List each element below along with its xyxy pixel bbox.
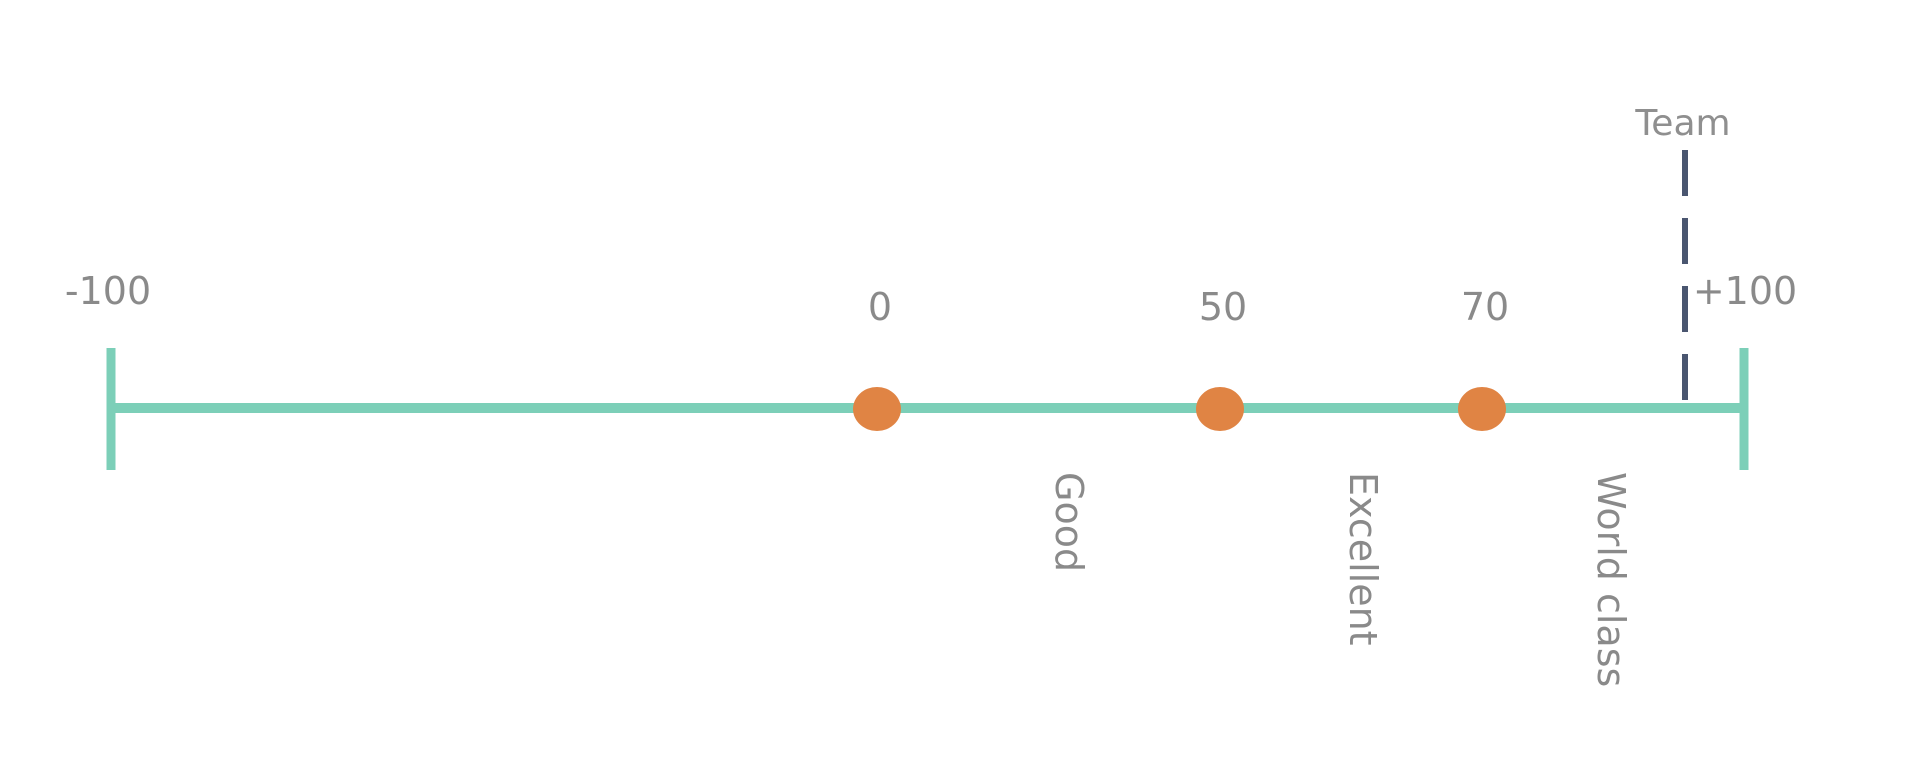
band-label-excellent: Excellent [1341, 472, 1385, 646]
band-label-world-class: World class [1589, 472, 1633, 687]
marker-label-50: 50 [1199, 285, 1247, 329]
marker-label-0: 0 [868, 285, 892, 329]
marker-label-70: 70 [1461, 285, 1509, 329]
marker-dot-70 [1458, 387, 1506, 431]
team-label: Team [1634, 103, 1730, 144]
scale-max-label: +100 [1693, 269, 1797, 313]
scale-min-label: -100 [65, 269, 151, 313]
marker-dot-0 [853, 387, 901, 431]
band-label-good: Good [1047, 472, 1091, 572]
marker-dot-50 [1196, 387, 1244, 431]
